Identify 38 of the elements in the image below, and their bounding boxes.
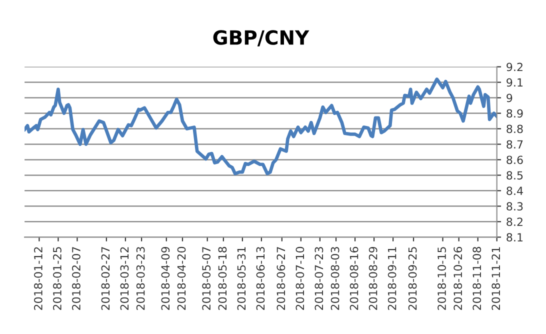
x-tick-label: 2018-11-08 xyxy=(472,246,482,310)
x-tick-label: 2018-06-27 xyxy=(276,247,286,310)
x-tick-label: 2018-04-09 xyxy=(161,246,170,310)
x-tick-label: 2018-06-13 xyxy=(256,247,265,310)
x-tick-label: 2018-09-11 xyxy=(388,247,396,310)
y-tick-label: 9 xyxy=(506,94,512,102)
x-tick-label: 2018-03-23 xyxy=(136,247,145,310)
x-tick-label: 2018-08-03 xyxy=(330,247,340,310)
x-tick-label: 2018-01-25 xyxy=(53,247,62,310)
x-tick-label: 2018-05-31 xyxy=(237,247,246,310)
x-tick-label: 2018-02-07 xyxy=(72,247,80,310)
x-tick-label: 2018-05-18 xyxy=(218,246,227,310)
y-tick-label: 8.3 xyxy=(506,202,523,211)
x-tick-label: 2018-01-12 xyxy=(34,247,42,310)
x-tick-label: 2018-02-27 xyxy=(101,247,110,310)
y-tick-label: 8.8 xyxy=(506,124,523,134)
line-series xyxy=(24,78,497,176)
y-tick-label: 8.4 xyxy=(506,186,523,196)
y-tick-label: 8.9 xyxy=(506,109,523,118)
chart-title: GBP/CNY xyxy=(213,30,310,46)
x-tick-label: 2018-10-26 xyxy=(454,246,462,310)
y-tick-label: 8.6 xyxy=(506,156,523,164)
x-tick-label: 2018-03-12 xyxy=(120,247,129,310)
y-tick-label: 8.5 xyxy=(506,171,523,180)
x-tick-label: 2018-04-20 xyxy=(177,246,186,310)
y-tick-label: 8.2 xyxy=(506,218,522,226)
x-tick-label: 2018-07-10 xyxy=(296,246,304,310)
y-tick-label: 8.1 xyxy=(506,233,523,242)
x-tick-label: 2018-11-21 xyxy=(492,247,500,310)
x-tick-label: 2018-09-25 xyxy=(408,247,417,310)
y-tick-label: 9.2 xyxy=(506,62,522,72)
x-tick-label: 2018-07-23 xyxy=(314,247,324,310)
y-tick-label: 8.7 xyxy=(506,140,523,149)
x-tick-label: 2018-08-16 xyxy=(350,246,358,310)
x-tick-label: 2018-05-07 xyxy=(202,247,211,310)
x-tick-label: 2018-10-15 xyxy=(438,247,446,310)
y-tick-label: 9.1 xyxy=(506,78,523,87)
x-tick-label: 2018-08-29 xyxy=(368,246,378,310)
